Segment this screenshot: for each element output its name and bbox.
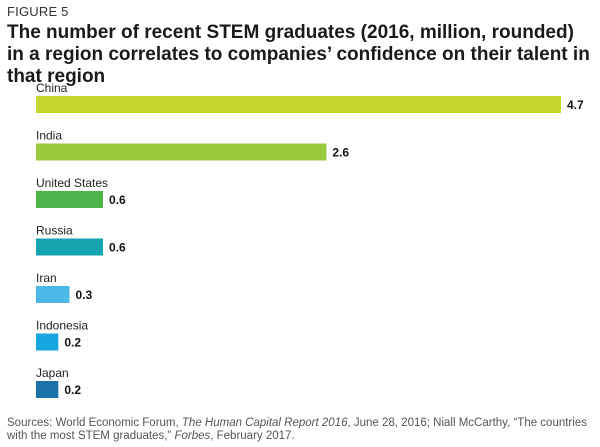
figure-label: FIGURE 5 xyxy=(7,4,69,19)
source-suffix: , February 2017. xyxy=(210,430,295,442)
value-label: 0.6 xyxy=(109,241,126,255)
category-label: Japan xyxy=(36,366,69,380)
category-label: China xyxy=(36,81,68,95)
value-label: 0.3 xyxy=(76,288,93,302)
value-label: 4.7 xyxy=(567,98,584,112)
value-label: 0.2 xyxy=(64,383,81,397)
source-prefix: Sources: World Economic Forum, xyxy=(7,417,182,429)
source-note: Sources: World Economic Forum, The Human… xyxy=(7,417,597,443)
value-label: 2.6 xyxy=(332,146,349,160)
bar xyxy=(36,381,59,398)
category-label: India xyxy=(36,129,62,143)
value-label: 0.6 xyxy=(109,193,126,207)
chart-title: The number of recent STEM graduates (201… xyxy=(7,22,590,87)
category-label: Russia xyxy=(36,224,73,238)
source-report-title: The Human Capital Report 2016 xyxy=(181,417,348,429)
bar xyxy=(36,238,104,256)
bar xyxy=(36,333,59,351)
bar xyxy=(36,96,561,113)
bar xyxy=(36,191,104,208)
source-publication: Forbes xyxy=(174,430,211,442)
category-label: Iran xyxy=(36,271,57,285)
category-label: United States xyxy=(36,176,108,190)
bar xyxy=(36,143,327,161)
bar xyxy=(36,286,70,303)
category-label: Indonesia xyxy=(36,319,88,333)
source-middle: , June 28, 2016; Niall McCarthy, “The co… xyxy=(7,417,587,442)
value-label: 0.2 xyxy=(64,336,81,350)
